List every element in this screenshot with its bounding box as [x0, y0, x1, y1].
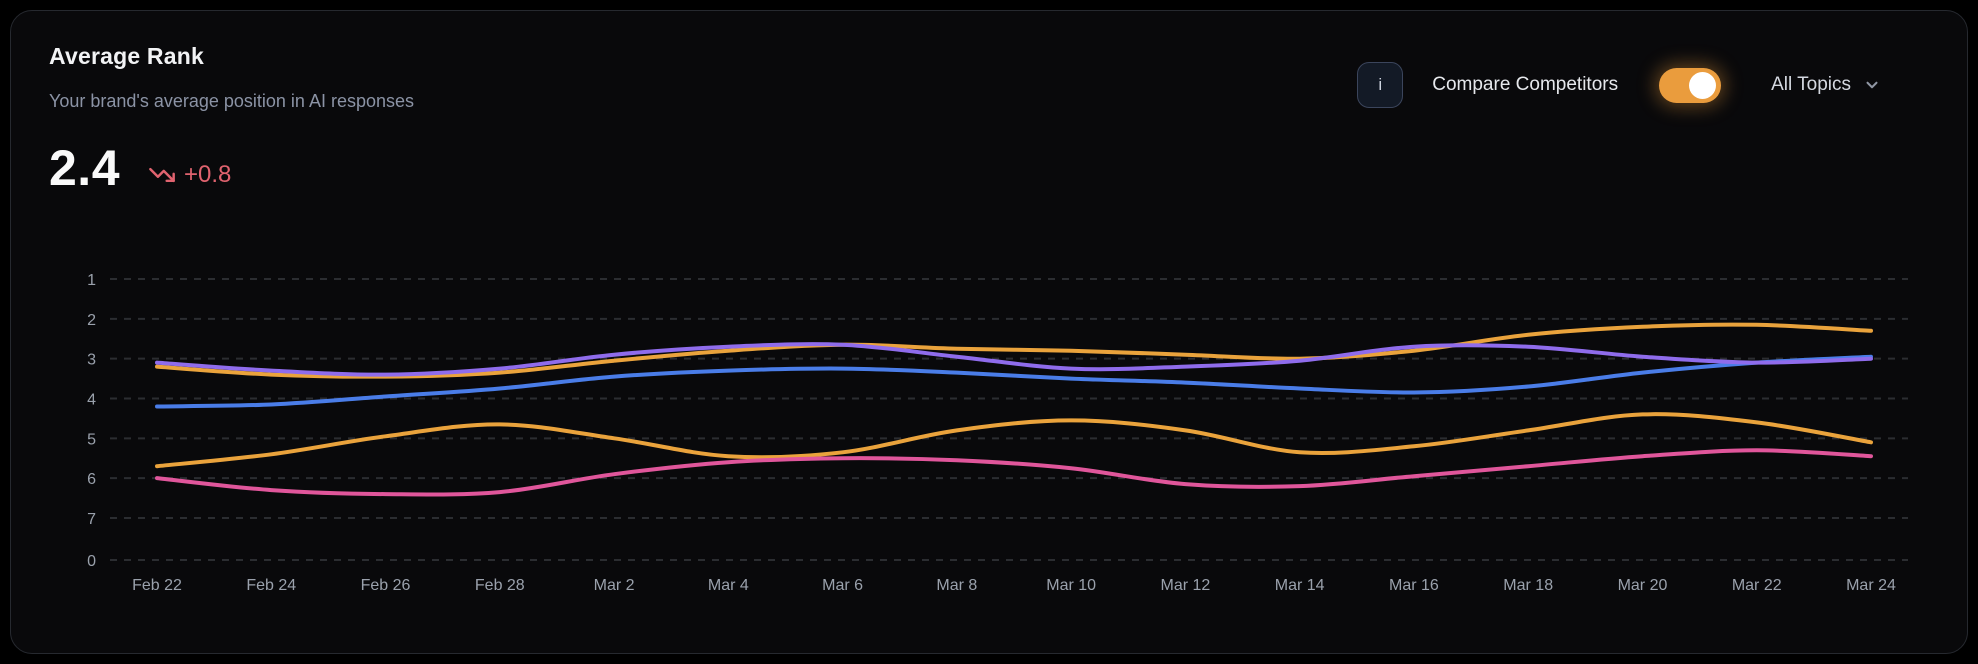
toggle-knob	[1689, 71, 1717, 99]
compare-competitors-toggle[interactable]	[1659, 67, 1722, 103]
header-controls: i Compare Competitors All Topics	[1357, 62, 1881, 108]
topics-dropdown[interactable]: All Topics	[1771, 74, 1881, 96]
average-rank-card: Average Rank Your brand's average positi…	[10, 10, 1968, 654]
page-title: Average Rank	[49, 43, 204, 69]
subtitle: Your brand's average position in AI resp…	[49, 91, 415, 111]
chevron-down-icon	[1866, 81, 1878, 89]
metric: 2.4 +0.8	[49, 143, 231, 193]
info-button-label: i	[1378, 75, 1383, 94]
topics-dropdown-label: All Topics	[1771, 74, 1851, 95]
metric-value: 2.4	[49, 140, 121, 196]
metric-change: +0.8	[184, 161, 232, 188]
trending-down-icon	[149, 167, 175, 183]
compare-competitors-label: Compare Competitors	[1432, 74, 1619, 95]
metric-trend: +0.8	[148, 161, 231, 193]
info-button[interactable]: i	[1357, 62, 1404, 108]
